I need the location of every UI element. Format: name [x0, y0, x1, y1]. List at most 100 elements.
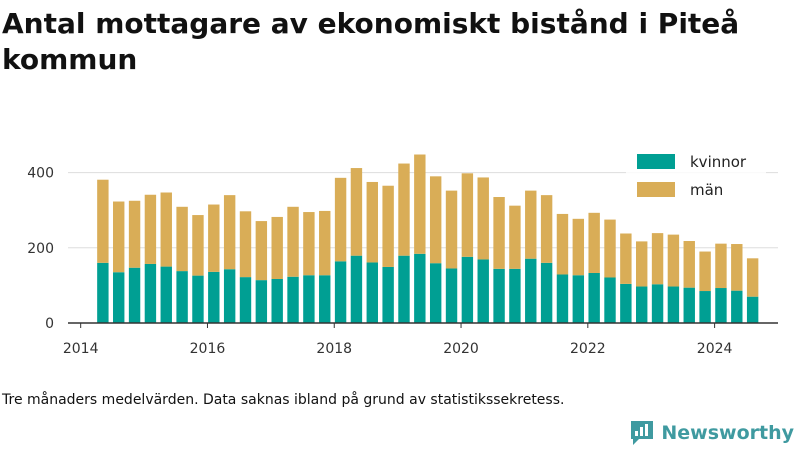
bar-kvinnor: [651, 284, 664, 323]
bar-kvinnor: [113, 272, 125, 323]
bar-män: [287, 206, 299, 277]
legend: kvinnor män: [626, 144, 766, 204]
brand-name: Newsworthy: [661, 422, 794, 444]
y-tick-label: 200: [27, 241, 54, 257]
bar-män: [97, 179, 109, 263]
bar-kvinnor: [303, 275, 315, 323]
bar-kvinnor: [271, 279, 283, 323]
bar-män: [319, 210, 331, 276]
y-axis: 0 200 400: [27, 166, 54, 332]
bar-män: [398, 163, 410, 256]
bar-män: [192, 215, 204, 276]
bar-kvinnor: [429, 263, 442, 323]
bar-män: [334, 177, 347, 262]
bar-kvinnor: [540, 262, 553, 323]
x-tick-label: 2024: [697, 341, 733, 357]
bar-män: [223, 195, 236, 270]
bar-kvinnor: [699, 291, 711, 323]
bar-män: [651, 233, 664, 285]
brand-logo[interactable]: Newsworthy: [629, 419, 794, 447]
bar-män: [509, 205, 521, 269]
bar-män: [620, 233, 632, 284]
bar-kvinnor: [398, 255, 410, 323]
bar-kvinnor: [160, 266, 172, 323]
x-tick-label: 2018: [316, 341, 352, 357]
bar-män: [255, 221, 268, 281]
x-tick-label: 2022: [570, 341, 606, 357]
bar-män: [667, 234, 680, 287]
bar-män: [176, 206, 188, 272]
bar-kvinnor: [477, 259, 489, 323]
bar-män: [588, 212, 600, 273]
bar-män: [128, 200, 141, 268]
bar-chart: 2014 2016 2018 2020 2022 2024 0 200 400 kvinnor…: [27, 144, 778, 357]
legend-swatch-kvinnor: [637, 154, 675, 169]
bar-män: [461, 173, 474, 257]
legend-label-män: män: [690, 181, 723, 199]
bar-kvinnor: [445, 268, 458, 323]
bar-kvinnor: [746, 296, 759, 323]
bar-män: [636, 241, 648, 287]
bar-kvinnor: [588, 272, 600, 323]
bar-kvinnor: [350, 255, 363, 323]
x-tick-label: 2016: [190, 341, 226, 357]
x-tick-label: 2020: [443, 341, 479, 357]
bars: [97, 154, 759, 323]
bar-kvinnor: [192, 275, 204, 323]
bar-kvinnor: [731, 290, 743, 323]
bar-kvinnor: [223, 269, 236, 323]
bar-män: [445, 190, 458, 269]
bar-kvinnor: [667, 286, 680, 323]
bar-kvinnor: [176, 271, 188, 323]
bar-kvinnor: [461, 256, 474, 323]
bar-kvinnor: [683, 287, 695, 323]
bar-kvinnor: [255, 280, 268, 323]
bar-män: [477, 177, 489, 260]
bar-kvinnor: [334, 261, 347, 323]
newsworthy-logo-icon: [631, 421, 654, 445]
x-axis: 2014 2016 2018 2020 2022 2024: [63, 322, 778, 357]
bar-kvinnor: [287, 276, 299, 323]
bar-kvinnor: [319, 275, 331, 323]
bar-män: [271, 216, 283, 279]
legend-swatch-män: [637, 182, 675, 197]
x-tick-label: 2014: [63, 341, 99, 357]
bar-män: [572, 218, 585, 276]
bar-män: [382, 185, 394, 267]
bar-män: [366, 181, 378, 263]
bar-män: [604, 219, 616, 278]
bar-män: [429, 176, 442, 264]
chart-title: Antal mottagare av ekonomiskt bistånd i …: [2, 7, 740, 76]
bar-kvinnor: [715, 288, 727, 323]
bar-män: [731, 244, 743, 291]
y-tick-label: 0: [45, 316, 54, 332]
bar-kvinnor: [239, 277, 252, 323]
bar-kvinnor: [414, 253, 426, 323]
bar-kvinnor: [572, 275, 585, 323]
y-tick-label: 400: [27, 166, 54, 182]
bar-män: [556, 213, 569, 275]
bar-män: [144, 194, 157, 264]
bar-kvinnor: [366, 262, 378, 323]
bar-kvinnor: [128, 267, 141, 323]
bar-kvinnor: [493, 268, 505, 323]
bar-män: [160, 192, 172, 267]
bar-män: [208, 204, 220, 272]
footnote: Tre månaders medelvärden. Data saknas ib…: [2, 392, 565, 408]
bar-kvinnor: [620, 283, 632, 323]
legend-label-kvinnor: kvinnor: [690, 153, 747, 171]
bar-kvinnor: [636, 286, 648, 323]
bar-män: [540, 195, 553, 263]
bar-kvinnor: [604, 277, 616, 323]
bar-kvinnor: [525, 258, 537, 323]
bar-män: [414, 154, 426, 254]
bar-män: [746, 258, 759, 297]
bar-kvinnor: [208, 271, 220, 323]
bar-män: [525, 190, 537, 259]
bar-män: [699, 251, 711, 292]
bar-män: [303, 212, 315, 276]
bar-kvinnor: [144, 263, 157, 323]
bar-män: [715, 243, 727, 289]
bar-kvinnor: [97, 262, 109, 323]
bar-män: [493, 197, 505, 269]
